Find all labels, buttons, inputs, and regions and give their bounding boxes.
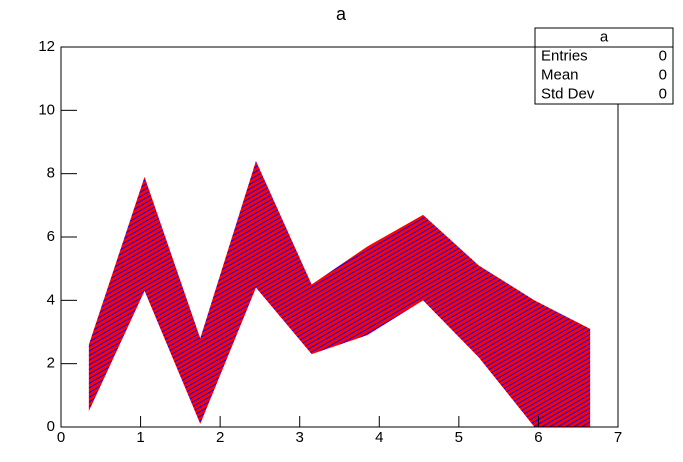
x-tick-label: 5: [455, 429, 463, 446]
stats-value: 0: [659, 66, 667, 83]
x-tick-label: 7: [614, 429, 622, 446]
y-tick-label: 4: [47, 291, 55, 308]
x-tick-label: 6: [534, 429, 542, 446]
x-tick-label: 1: [136, 429, 144, 446]
stats-label: Entries: [541, 47, 588, 64]
y-tick-label: 12: [38, 38, 55, 55]
y-tick-label: 0: [47, 418, 55, 435]
stats-box: [534, 27, 674, 105]
y-tick-label: 8: [47, 165, 55, 182]
stats-value: 0: [659, 85, 667, 102]
x-tick-label: 0: [57, 429, 65, 446]
chart-title: a: [336, 4, 347, 24]
stats-title: a: [600, 28, 609, 45]
stats-value: 0: [659, 47, 667, 64]
area: [88, 161, 591, 427]
x-tick-label: 3: [296, 429, 304, 446]
y-tick-label: 2: [47, 355, 55, 372]
x-tick-label: 4: [375, 429, 383, 446]
y-tick-label: 6: [47, 228, 55, 245]
stats-label: Std Dev: [541, 85, 595, 102]
x-tick-label: 2: [216, 429, 224, 446]
y-tick-label: 10: [38, 101, 55, 118]
stats-label: Mean: [541, 66, 579, 83]
